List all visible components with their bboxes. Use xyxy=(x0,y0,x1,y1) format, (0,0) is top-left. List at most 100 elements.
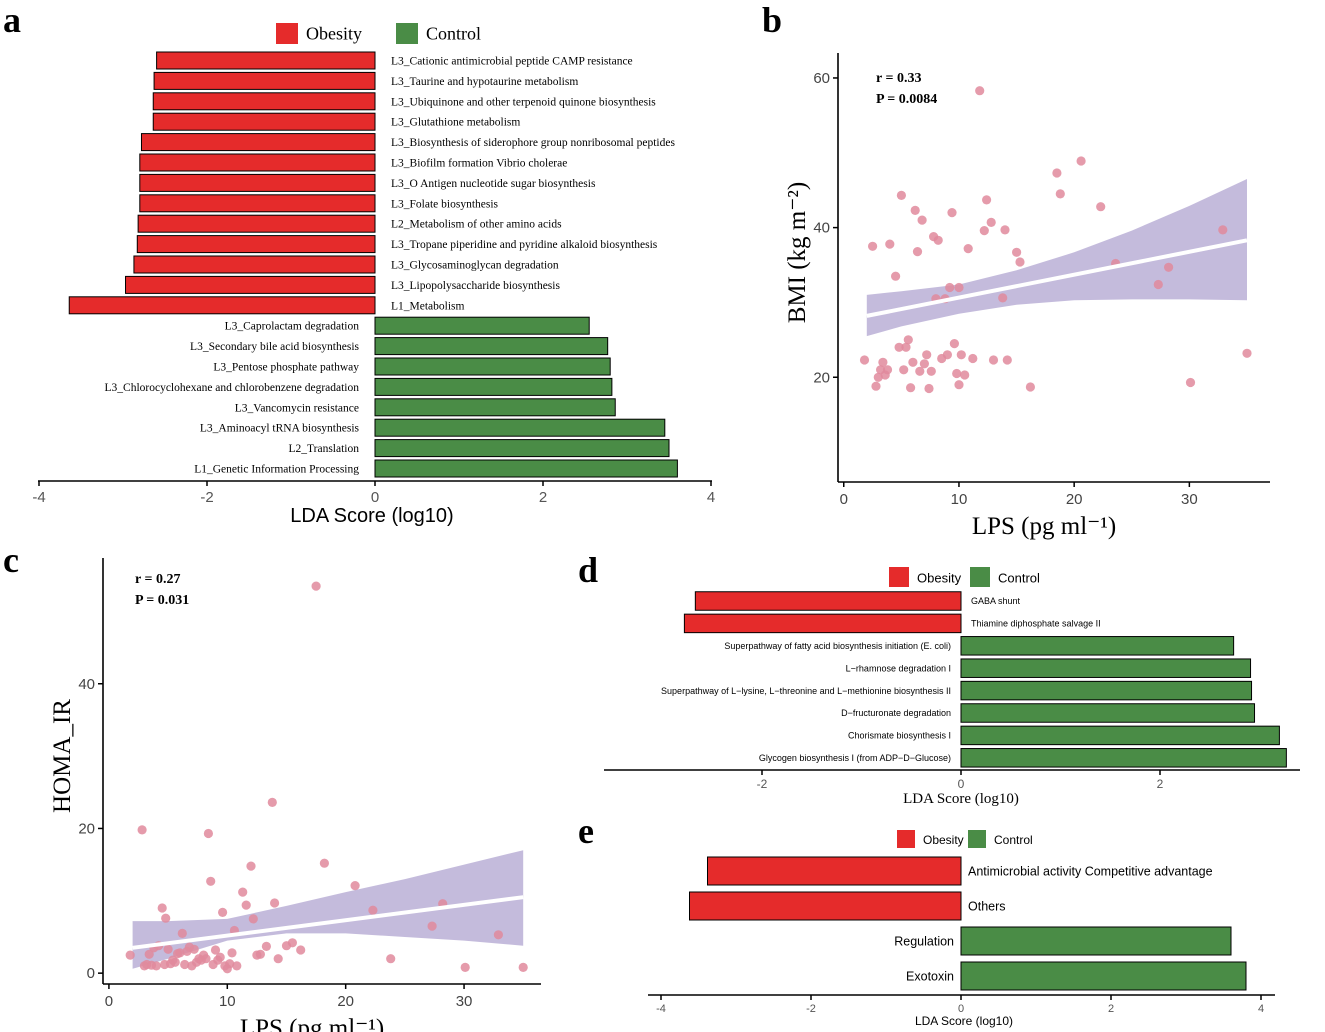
panel-d-lda-chart: d GABA shunt Thiamine diphosphate salvage … xyxy=(578,550,1300,807)
bar-control xyxy=(960,926,1232,956)
x-tick-label: 0 xyxy=(958,1003,964,1015)
y-tick-label: 20 xyxy=(78,820,95,837)
data-point xyxy=(201,954,211,964)
data-point xyxy=(225,959,235,969)
data-point xyxy=(319,858,329,868)
data-point xyxy=(986,217,996,227)
data-point xyxy=(942,350,953,360)
data-point xyxy=(899,365,909,375)
confidence-band xyxy=(866,179,1247,337)
category-label: L3_Folate biosynthesis xyxy=(391,198,499,210)
bar-control xyxy=(374,316,590,335)
legend-label-obesity: Obesity xyxy=(917,571,962,586)
correlation-r: r = 0.27 xyxy=(135,572,180,587)
x-tick-label: 0 xyxy=(371,489,379,506)
data-point xyxy=(910,205,920,215)
category-label: Others xyxy=(968,899,1006,913)
category-label: L3_Ubiquinone and other terpenoid quinon… xyxy=(391,96,656,108)
data-point xyxy=(968,353,978,364)
data-point xyxy=(988,355,999,365)
bar-obesity xyxy=(136,235,376,254)
data-point xyxy=(175,948,185,958)
x-tick-label: -4 xyxy=(656,1003,666,1015)
data-point xyxy=(427,921,437,931)
category-label: L3_Chlorocyclohexane and chlorobenzene d… xyxy=(105,382,360,394)
data-point xyxy=(891,271,901,281)
category-label: L1_Metabolism xyxy=(391,300,465,312)
data-point xyxy=(227,948,237,958)
data-point xyxy=(906,383,916,393)
legend-label-control: Control xyxy=(994,833,1033,847)
data-point xyxy=(903,335,913,345)
data-point xyxy=(975,86,985,96)
bar-obesity xyxy=(152,112,376,131)
x-tick-label: -4 xyxy=(32,489,45,506)
category-label: L3_Secondary bile acid biosynthesis xyxy=(190,341,359,353)
category-label: Antimicrobial activity Competitive advan… xyxy=(968,864,1213,878)
data-point xyxy=(270,898,280,908)
bar-control xyxy=(374,439,670,458)
data-point xyxy=(261,941,271,952)
data-point xyxy=(177,928,187,939)
data-point xyxy=(493,930,503,940)
data-point xyxy=(1052,168,1062,178)
panel-a-lda-chart: a L3_Cationic antimicrobial peptide CAMP … xyxy=(3,0,715,527)
data-point xyxy=(1242,348,1252,358)
category-label: Regulation xyxy=(894,934,954,948)
data-point xyxy=(859,355,870,365)
x-tick-label: 0 xyxy=(958,777,965,791)
correlation-p: P = 0.0084 xyxy=(876,92,937,107)
data-point xyxy=(882,365,893,375)
data-point xyxy=(960,370,970,380)
data-point xyxy=(1002,355,1012,365)
category-label: L3_Aminoacyl tRNA biosynthesis xyxy=(200,423,360,435)
data-point xyxy=(311,581,321,591)
data-point xyxy=(896,190,907,200)
panel-label: a xyxy=(3,0,21,40)
data-point xyxy=(947,208,957,218)
category-label: L3_Glutathione metabolism xyxy=(391,117,520,129)
data-point xyxy=(203,828,213,839)
category-label: L3_Cationic antimicrobial peptide CAMP r… xyxy=(391,56,633,68)
data-point xyxy=(206,876,216,886)
category-label: Exotoxin xyxy=(906,969,954,983)
bar-obesity xyxy=(125,275,376,294)
data-point xyxy=(933,235,943,245)
bar-control xyxy=(374,398,616,417)
data-point xyxy=(189,944,199,954)
category-label: L3_Tropane piperidine and pyridine alkal… xyxy=(391,239,658,251)
x-tick-label: 10 xyxy=(951,491,968,508)
data-point xyxy=(917,215,927,225)
x-axis-title: LDA Score (log10) xyxy=(915,1014,1013,1028)
data-point xyxy=(919,359,930,369)
x-tick-label: 2 xyxy=(1108,1003,1114,1015)
data-point xyxy=(180,959,190,970)
x-tick-label: 4 xyxy=(1258,1003,1264,1015)
x-tick-label: -2 xyxy=(806,1003,816,1015)
data-point xyxy=(238,887,248,897)
category-label: L3_Biosynthesis of siderophore group non… xyxy=(391,137,675,149)
category-label: L3_Pentose phosphate pathway xyxy=(213,362,359,374)
data-point xyxy=(908,357,918,367)
panel-b-bmi-scatter: b 0 10 20 30 20 40 60 LPS (pg ml⁻¹) BMI (kg m⁻²) r… xyxy=(762,0,1270,540)
data-point xyxy=(151,961,161,971)
bar-obesity xyxy=(137,214,376,233)
x-axis-title: LPS (pg ml⁻¹) xyxy=(972,513,1116,540)
panel-label: b xyxy=(762,0,782,40)
data-point xyxy=(868,241,878,251)
data-point xyxy=(1000,225,1010,235)
data-point xyxy=(894,342,904,352)
y-axis-title: HOMA_IR xyxy=(49,699,76,813)
data-point xyxy=(125,950,135,960)
data-point xyxy=(1153,279,1163,290)
data-point xyxy=(137,825,147,835)
bar-control xyxy=(374,459,678,478)
bar-obesity xyxy=(139,153,376,172)
bar-control xyxy=(374,418,666,437)
data-point xyxy=(922,350,932,360)
bar-obesity xyxy=(683,613,962,634)
category-label: L−rhamnose degradation I xyxy=(846,663,951,673)
data-point xyxy=(1164,262,1174,272)
data-point xyxy=(296,945,306,955)
